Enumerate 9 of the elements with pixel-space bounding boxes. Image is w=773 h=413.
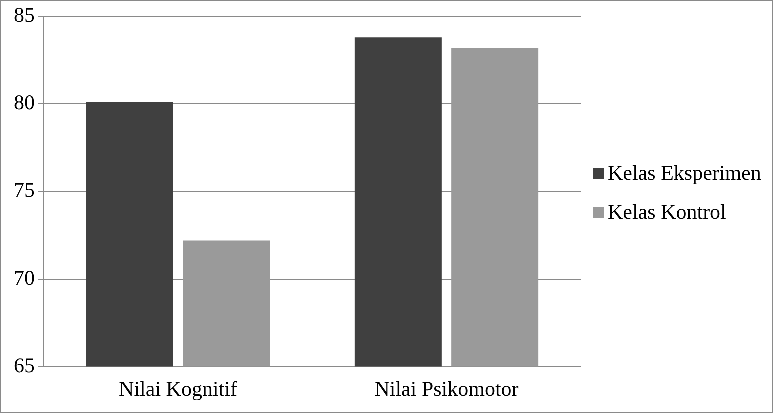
legend-label: Kelas Eksperimen	[608, 161, 762, 186]
x-tick-label: Nilai Kognitif	[119, 376, 238, 401]
y-tick-label: 70	[14, 266, 35, 290]
y-tick-label: 65	[14, 353, 35, 378]
legend-label: Kelas Kontrol	[608, 200, 726, 225]
y-tick-label: 85	[14, 3, 35, 28]
x-tick-label: Nilai Psikomotor	[374, 376, 519, 401]
y-tick-label: 75	[14, 178, 35, 202]
y-tick-label: 80	[14, 90, 35, 115]
